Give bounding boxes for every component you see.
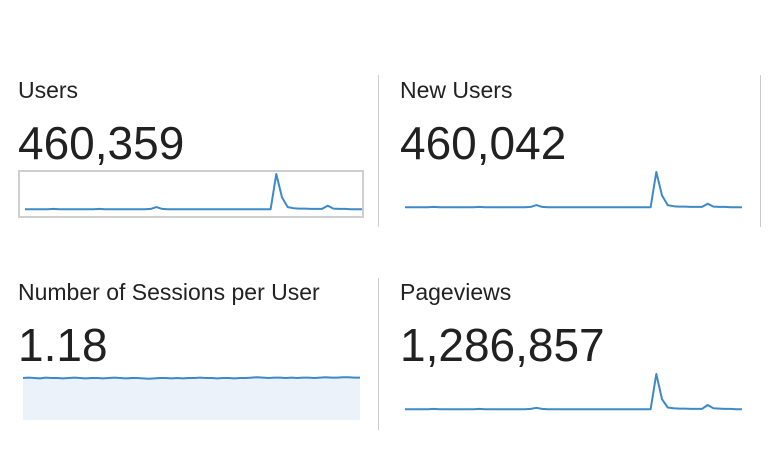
sparkline-line [405,171,742,209]
sparkline-chart [22,376,360,420]
metric-value: 1.18 [18,319,108,371]
metric-tile-pageviews[interactable]: Pageviews 1,286,857 [400,278,746,428]
metric-label: Users [18,77,79,103]
metric-label: Number of Sessions per User [18,279,320,305]
sparkline-line [405,373,742,411]
metric-value: 460,359 [18,117,185,169]
metric-tile-sessions-per-user[interactable]: Number of Sessions per User 1.18 [18,278,364,428]
divider [378,278,379,430]
sparkline-new-users[interactable] [400,170,746,218]
sparkline-pageviews[interactable] [400,372,746,420]
sparkline-chart [25,173,362,211]
sparkline-sessions-per-user[interactable] [18,372,364,420]
sparkline-line [25,173,362,211]
divider [378,75,379,227]
metric-label: Pageviews [400,279,512,305]
sparkline-users[interactable] [18,170,364,218]
sparkline-chart [405,373,742,411]
sparkline-line [22,376,360,380]
sparkline-chart [405,171,742,209]
divider [760,75,761,227]
metric-value: 1,286,857 [400,319,605,371]
metric-value: 460,042 [400,117,567,169]
metric-label: New Users [400,77,513,103]
metric-tile-users[interactable]: Users 460,359 [18,76,364,226]
metric-tile-new-users[interactable]: New Users 460,042 [400,76,746,226]
sparkline-area [23,377,360,420]
